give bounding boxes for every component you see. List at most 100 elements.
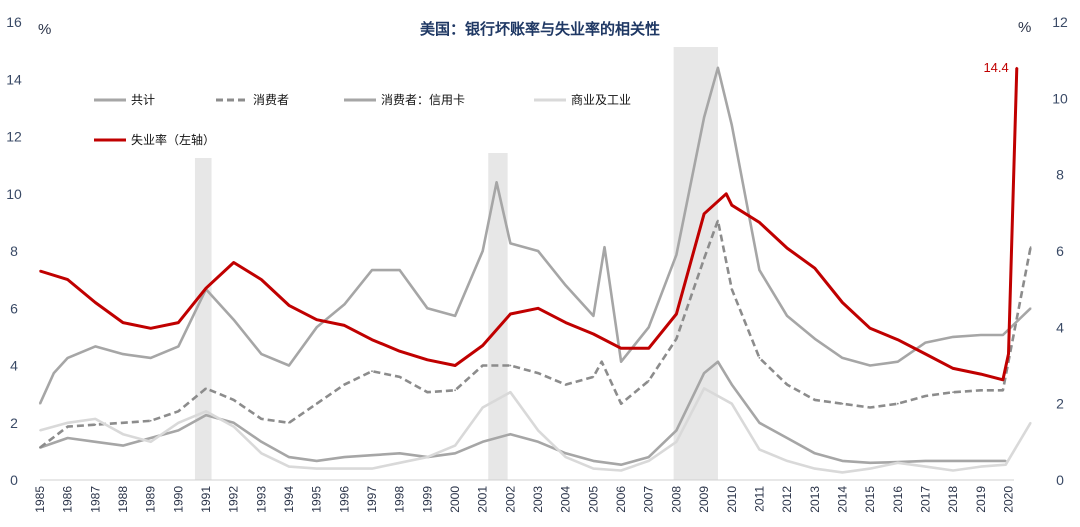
data-point xyxy=(481,344,484,347)
left-tick-label: 8 xyxy=(10,243,18,259)
data-point xyxy=(564,284,567,287)
data-point xyxy=(260,452,263,455)
data-point xyxy=(454,315,456,317)
left-tick-label: 16 xyxy=(6,14,22,30)
data-point xyxy=(426,358,429,361)
data-point xyxy=(288,304,290,307)
x-tick-label: 1990 xyxy=(171,486,185,513)
data-point xyxy=(232,425,235,428)
data-point xyxy=(813,399,816,401)
x-tick-label: 2013 xyxy=(808,486,822,513)
data-point xyxy=(177,429,180,432)
data-point xyxy=(979,373,982,375)
right-tick-label: 4 xyxy=(1056,319,1064,335)
data-point xyxy=(205,414,207,416)
x-tick-label: 1997 xyxy=(365,486,379,513)
x-tick-label: 1992 xyxy=(227,486,241,513)
data-point xyxy=(869,461,871,464)
right-axis-ticks: 0 2 4 6 8 10 12 xyxy=(1052,14,1068,488)
right-tick-label: 12 xyxy=(1052,14,1068,30)
x-tick-label: 2001 xyxy=(476,486,490,513)
legend-label-total: 共计 xyxy=(131,93,155,107)
data-point xyxy=(288,456,290,458)
data-point xyxy=(509,242,512,245)
data-point xyxy=(426,307,429,310)
data-point xyxy=(592,376,595,378)
data-point xyxy=(454,444,456,447)
data-point xyxy=(149,440,152,443)
data-point xyxy=(603,246,606,249)
data-point xyxy=(66,278,69,281)
data-point xyxy=(647,379,650,382)
data-point xyxy=(454,452,456,455)
x-tick-label: 2011 xyxy=(752,486,766,512)
data-point xyxy=(841,402,844,405)
data-point xyxy=(675,337,678,340)
data-point xyxy=(537,250,539,252)
data-point xyxy=(149,437,152,439)
x-tick-label: 2000 xyxy=(448,486,462,513)
data-point xyxy=(730,124,733,126)
data-point xyxy=(1002,389,1004,392)
data-point xyxy=(537,372,539,374)
data-point xyxy=(758,357,761,359)
data-point xyxy=(343,456,346,458)
data-point xyxy=(896,338,899,341)
x-tick-label: 2016 xyxy=(891,486,905,513)
data-point xyxy=(758,221,761,224)
data-point xyxy=(39,270,41,272)
data-point xyxy=(813,267,816,270)
data-point xyxy=(786,247,788,250)
data-point xyxy=(564,456,567,458)
data-point xyxy=(758,269,761,271)
data-point xyxy=(509,364,512,367)
left-tick-label: 10 xyxy=(6,186,22,202)
data-point xyxy=(592,333,595,335)
data-point xyxy=(343,383,346,386)
x-tick-label: 2004 xyxy=(559,486,573,513)
right-axis-unit: % xyxy=(1018,19,1031,36)
x-tick-label: 2006 xyxy=(614,486,628,513)
data-point xyxy=(703,372,705,374)
recession-bands xyxy=(194,47,718,480)
legend-label-commercial: 商业及工业 xyxy=(571,92,631,107)
data-point xyxy=(758,448,761,451)
data-point xyxy=(620,402,622,405)
data-point xyxy=(315,318,318,321)
data-point xyxy=(481,406,484,409)
data-point xyxy=(232,421,235,424)
data-point xyxy=(66,357,69,359)
data-point xyxy=(813,337,816,340)
data-point xyxy=(537,440,539,443)
data-point xyxy=(39,446,41,449)
x-tick-label: 1987 xyxy=(88,486,102,513)
data-point xyxy=(813,467,816,470)
data-point xyxy=(924,460,927,462)
data-point xyxy=(495,181,498,184)
data-point xyxy=(786,460,788,462)
left-tick-label: 12 xyxy=(6,129,22,145)
data-point xyxy=(896,461,899,464)
data-point xyxy=(94,418,97,420)
x-tick-label: 1999 xyxy=(420,486,434,513)
x-tick-label: 1989 xyxy=(144,486,158,513)
data-point xyxy=(537,307,539,310)
data-point xyxy=(1004,460,1007,462)
data-point xyxy=(647,460,650,462)
right-tick-label: 6 xyxy=(1056,243,1064,259)
data-point xyxy=(343,467,346,470)
x-tick-label: 2012 xyxy=(780,486,794,513)
right-tick-label: 0 xyxy=(1056,472,1064,488)
data-point xyxy=(620,360,622,363)
data-point xyxy=(952,336,954,338)
data-point xyxy=(509,313,512,315)
data-point xyxy=(675,429,678,432)
data-point xyxy=(869,467,871,470)
recession-band xyxy=(488,153,508,480)
data-point xyxy=(869,327,871,330)
x-tick-label: 2005 xyxy=(586,486,600,513)
data-point xyxy=(94,423,97,426)
data-point xyxy=(426,391,429,394)
data-point xyxy=(647,347,650,350)
data-point xyxy=(454,389,456,392)
